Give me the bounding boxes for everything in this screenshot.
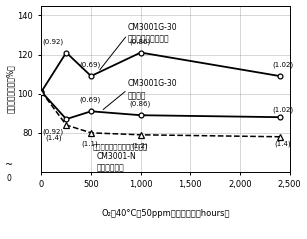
- Text: (1.1): (1.1): [82, 140, 99, 147]
- Text: (0.69): (0.69): [80, 97, 101, 103]
- Text: (1.02): (1.02): [272, 62, 293, 68]
- Text: 拉伸强度: 拉伸强度: [128, 91, 146, 100]
- Text: 0: 0: [7, 174, 12, 183]
- Text: O₂（40°C，50ppm）放置时间（hours）: O₂（40°C，50ppm）放置时间（hours）: [101, 209, 230, 218]
- Text: (0.86): (0.86): [129, 38, 150, 45]
- Text: (1.4): (1.4): [274, 140, 291, 147]
- Y-axis label: 拉伸强度保持率（%）: 拉伸强度保持率（%）: [6, 64, 14, 113]
- Text: (1.4): (1.4): [45, 134, 62, 141]
- Text: 冲击强度（无缺口）: 冲击强度（无缺口）: [128, 34, 169, 43]
- Text: (1.2): (1.2): [131, 142, 148, 148]
- Text: (0.92): (0.92): [43, 128, 64, 135]
- Text: CM3001G-30: CM3001G-30: [128, 23, 177, 32]
- Text: CM3001-N: CM3001-N: [97, 152, 137, 161]
- Text: 注：（）内的数据表示吸水率: 注：（）内的数据表示吸水率: [93, 143, 148, 150]
- Text: (0.69): (0.69): [80, 62, 101, 68]
- Text: ~: ~: [5, 160, 13, 170]
- Text: (0.86): (0.86): [129, 101, 150, 107]
- Text: 拉伸屈服强度: 拉伸屈服强度: [97, 163, 125, 173]
- Text: (1.02): (1.02): [272, 107, 293, 113]
- Text: (0.92): (0.92): [43, 38, 64, 45]
- Text: CM3001G-30: CM3001G-30: [128, 79, 177, 88]
